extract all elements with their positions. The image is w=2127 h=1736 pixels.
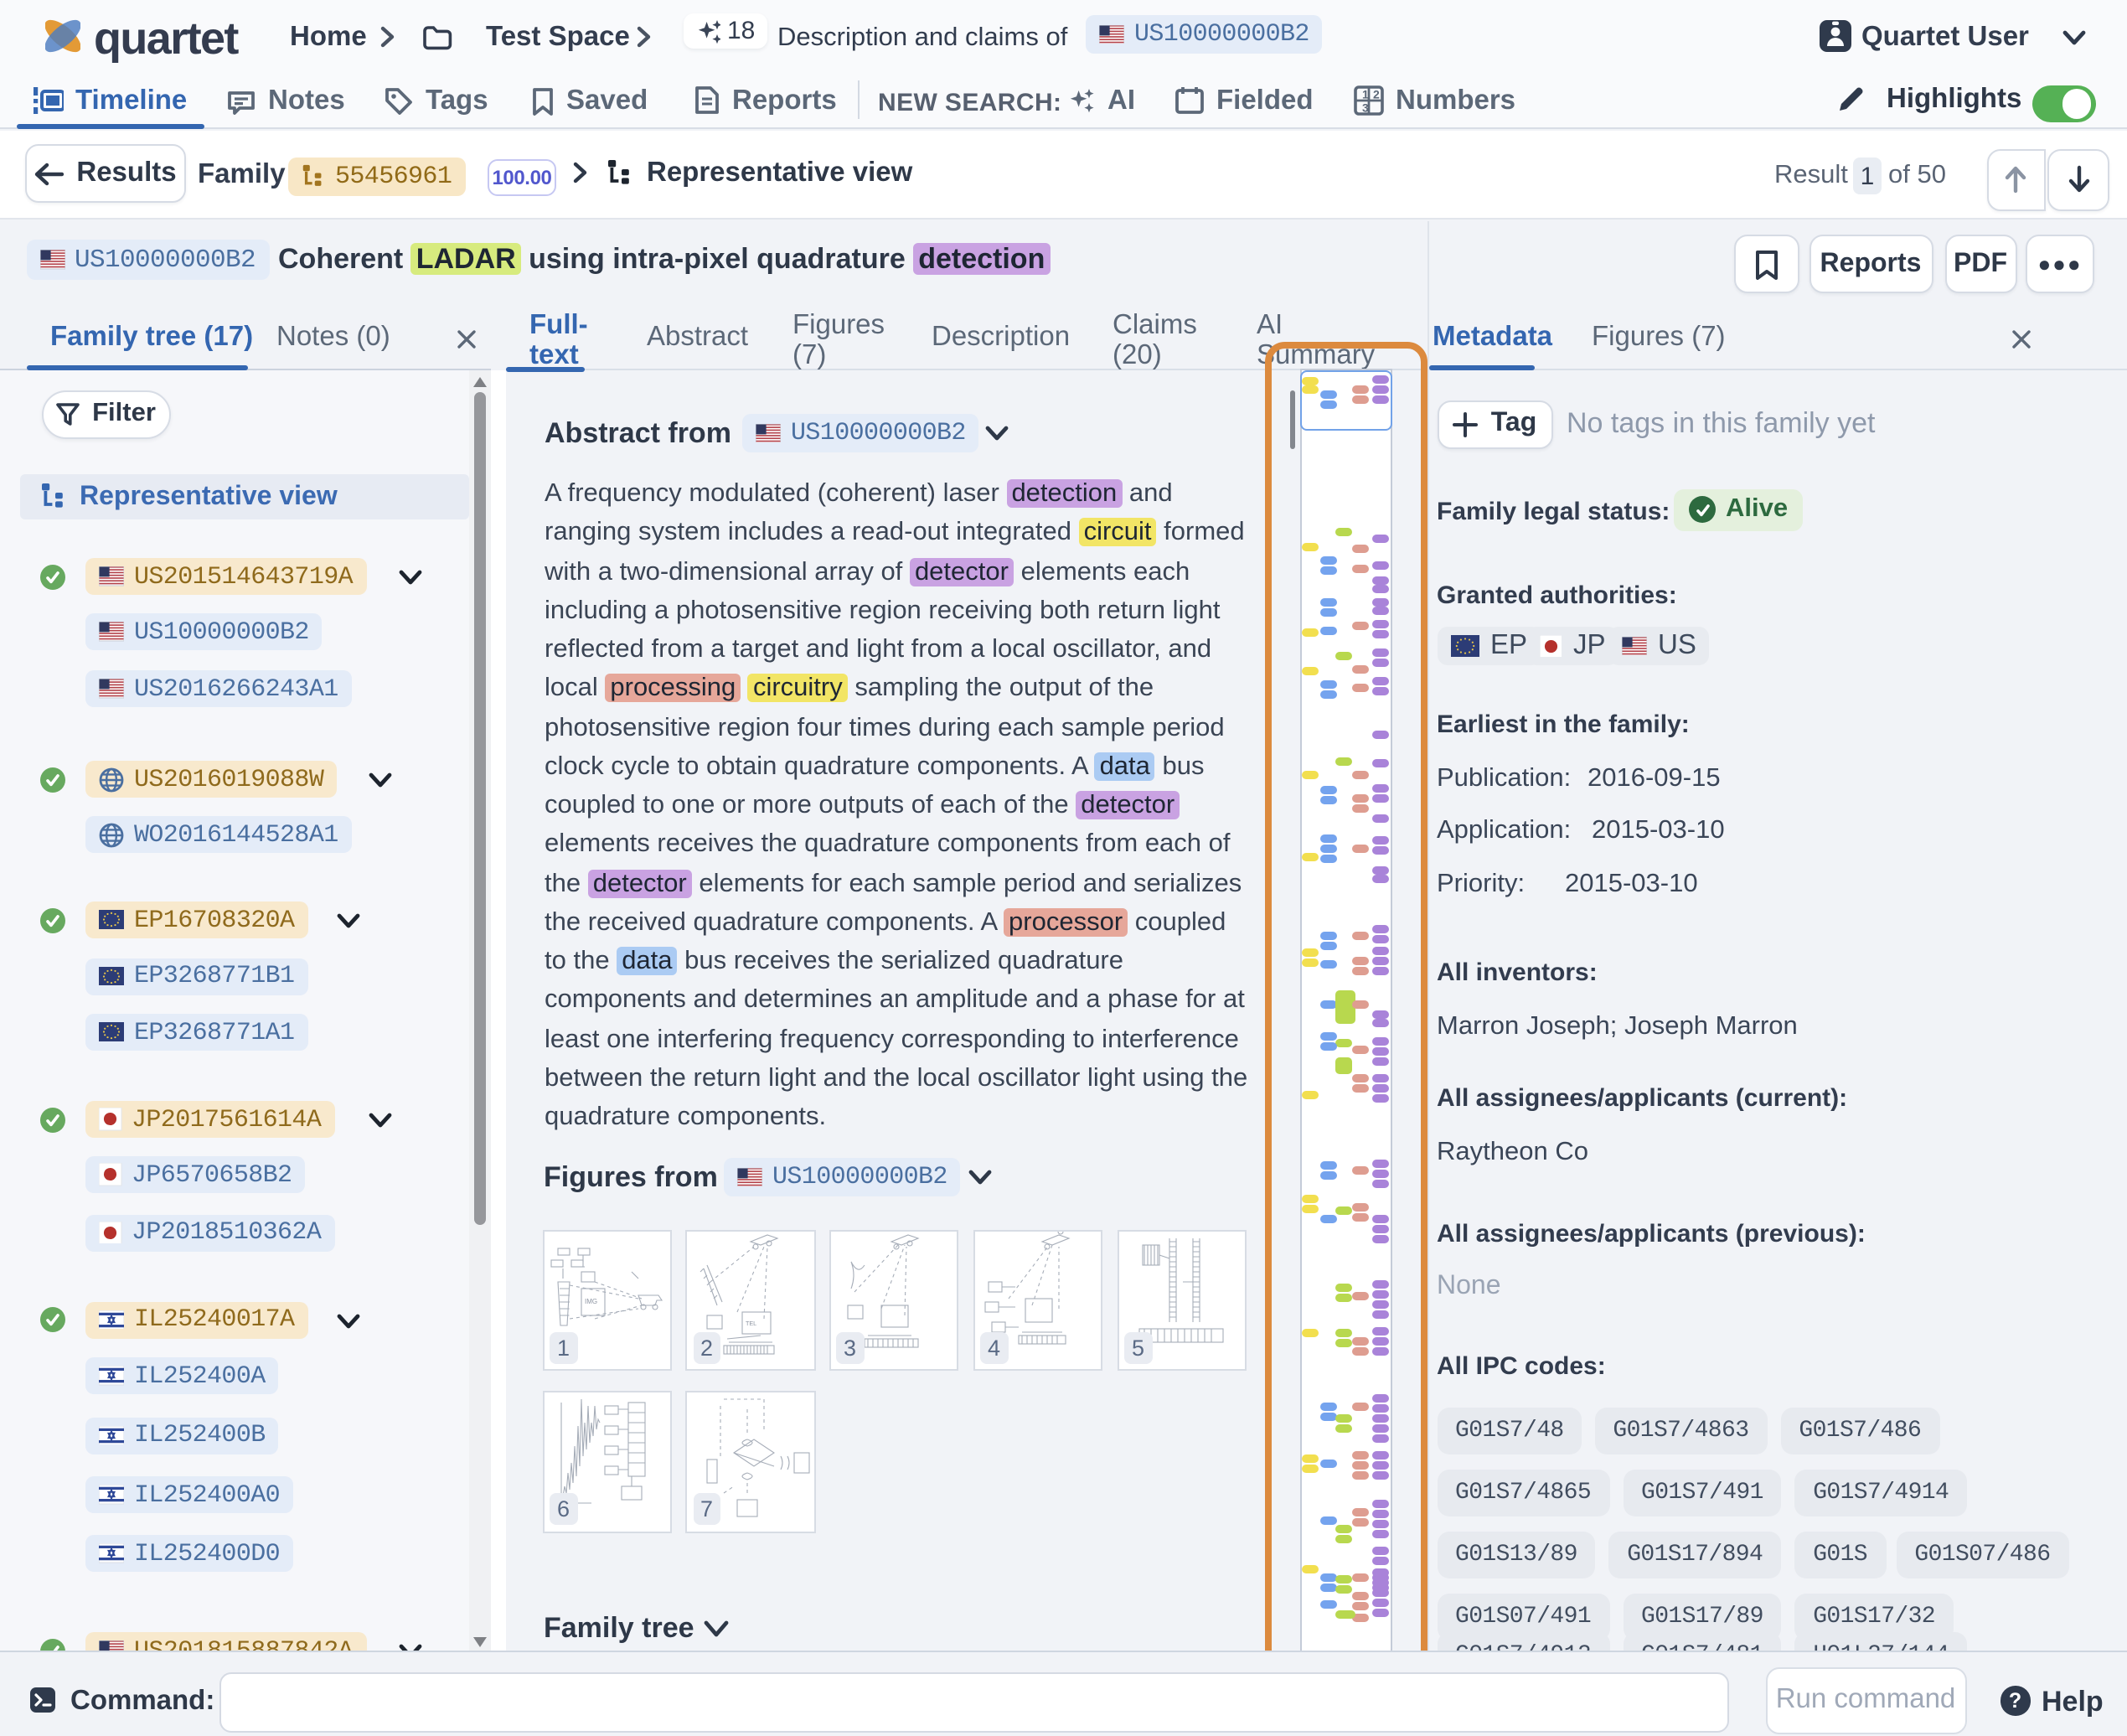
svg-text:1: 1: [1362, 88, 1369, 101]
svg-text:2: 2: [1373, 88, 1380, 101]
svg-text:3: 3: [1362, 101, 1369, 115]
svg-text:IMG: IMG: [584, 1297, 596, 1305]
svg-text:TEL: TEL: [746, 1319, 756, 1326]
